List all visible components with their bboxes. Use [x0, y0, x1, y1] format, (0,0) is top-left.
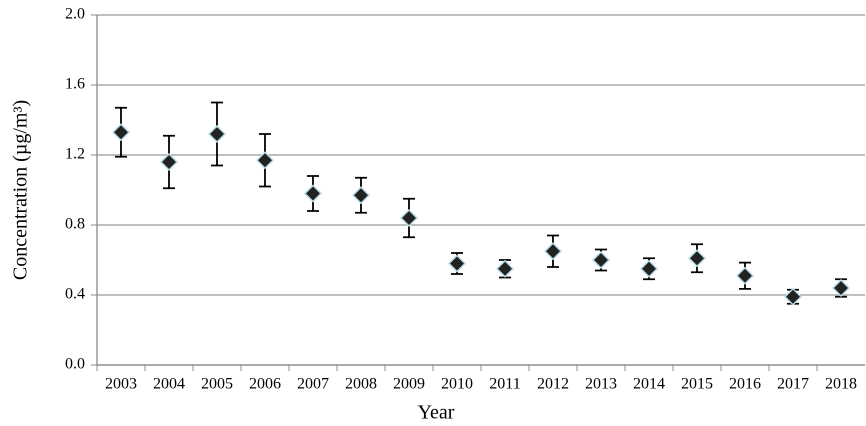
marker: [159, 152, 179, 172]
x-tick-label: 2015: [681, 376, 713, 393]
marker: [351, 186, 371, 205]
x-axis-label: Year: [418, 402, 455, 424]
x-tick-label: 2006: [249, 376, 281, 393]
marker: [783, 287, 803, 306]
y-tick-label: 1.2: [65, 146, 85, 163]
x-tick-label: 2010: [441, 376, 473, 393]
y-axis-label: Concentration (µg/m³): [10, 100, 32, 280]
marker: [207, 124, 227, 144]
x-tick-label: 2011: [489, 376, 520, 393]
marker: [495, 259, 515, 278]
x-tick-label: 2014: [633, 376, 665, 393]
x-tick-label: 2013: [585, 376, 617, 393]
x-tick-label: 2007: [297, 376, 329, 393]
x-tick-label: 2004: [153, 376, 185, 393]
x-tick-label: 2003: [105, 376, 137, 393]
y-tick-label: 0.8: [65, 216, 85, 233]
marker: [255, 151, 275, 170]
y-tick-label: 0.0: [65, 356, 85, 373]
marker: [111, 123, 131, 142]
x-tick-label: 2005: [201, 376, 233, 393]
y-tick-label: 2.0: [65, 6, 85, 23]
x-tick-label: 2012: [537, 376, 569, 393]
x-tick-label: 2016: [729, 376, 761, 393]
marker: [591, 250, 611, 270]
marker: [639, 259, 659, 278]
y-tick-label: 0.4: [65, 286, 85, 303]
x-tick-label: 2017: [777, 376, 809, 393]
marker: [831, 278, 851, 298]
marker: [399, 208, 419, 228]
marker: [687, 249, 707, 268]
marker: [303, 184, 323, 203]
x-tick-label: 2018: [825, 376, 857, 393]
x-tick-label: 2008: [345, 376, 377, 393]
x-tick-label: 2009: [393, 376, 425, 393]
y-tick-label: 1.6: [65, 76, 85, 93]
marker: [447, 254, 467, 273]
marker: [543, 242, 563, 261]
marker: [735, 266, 755, 285]
